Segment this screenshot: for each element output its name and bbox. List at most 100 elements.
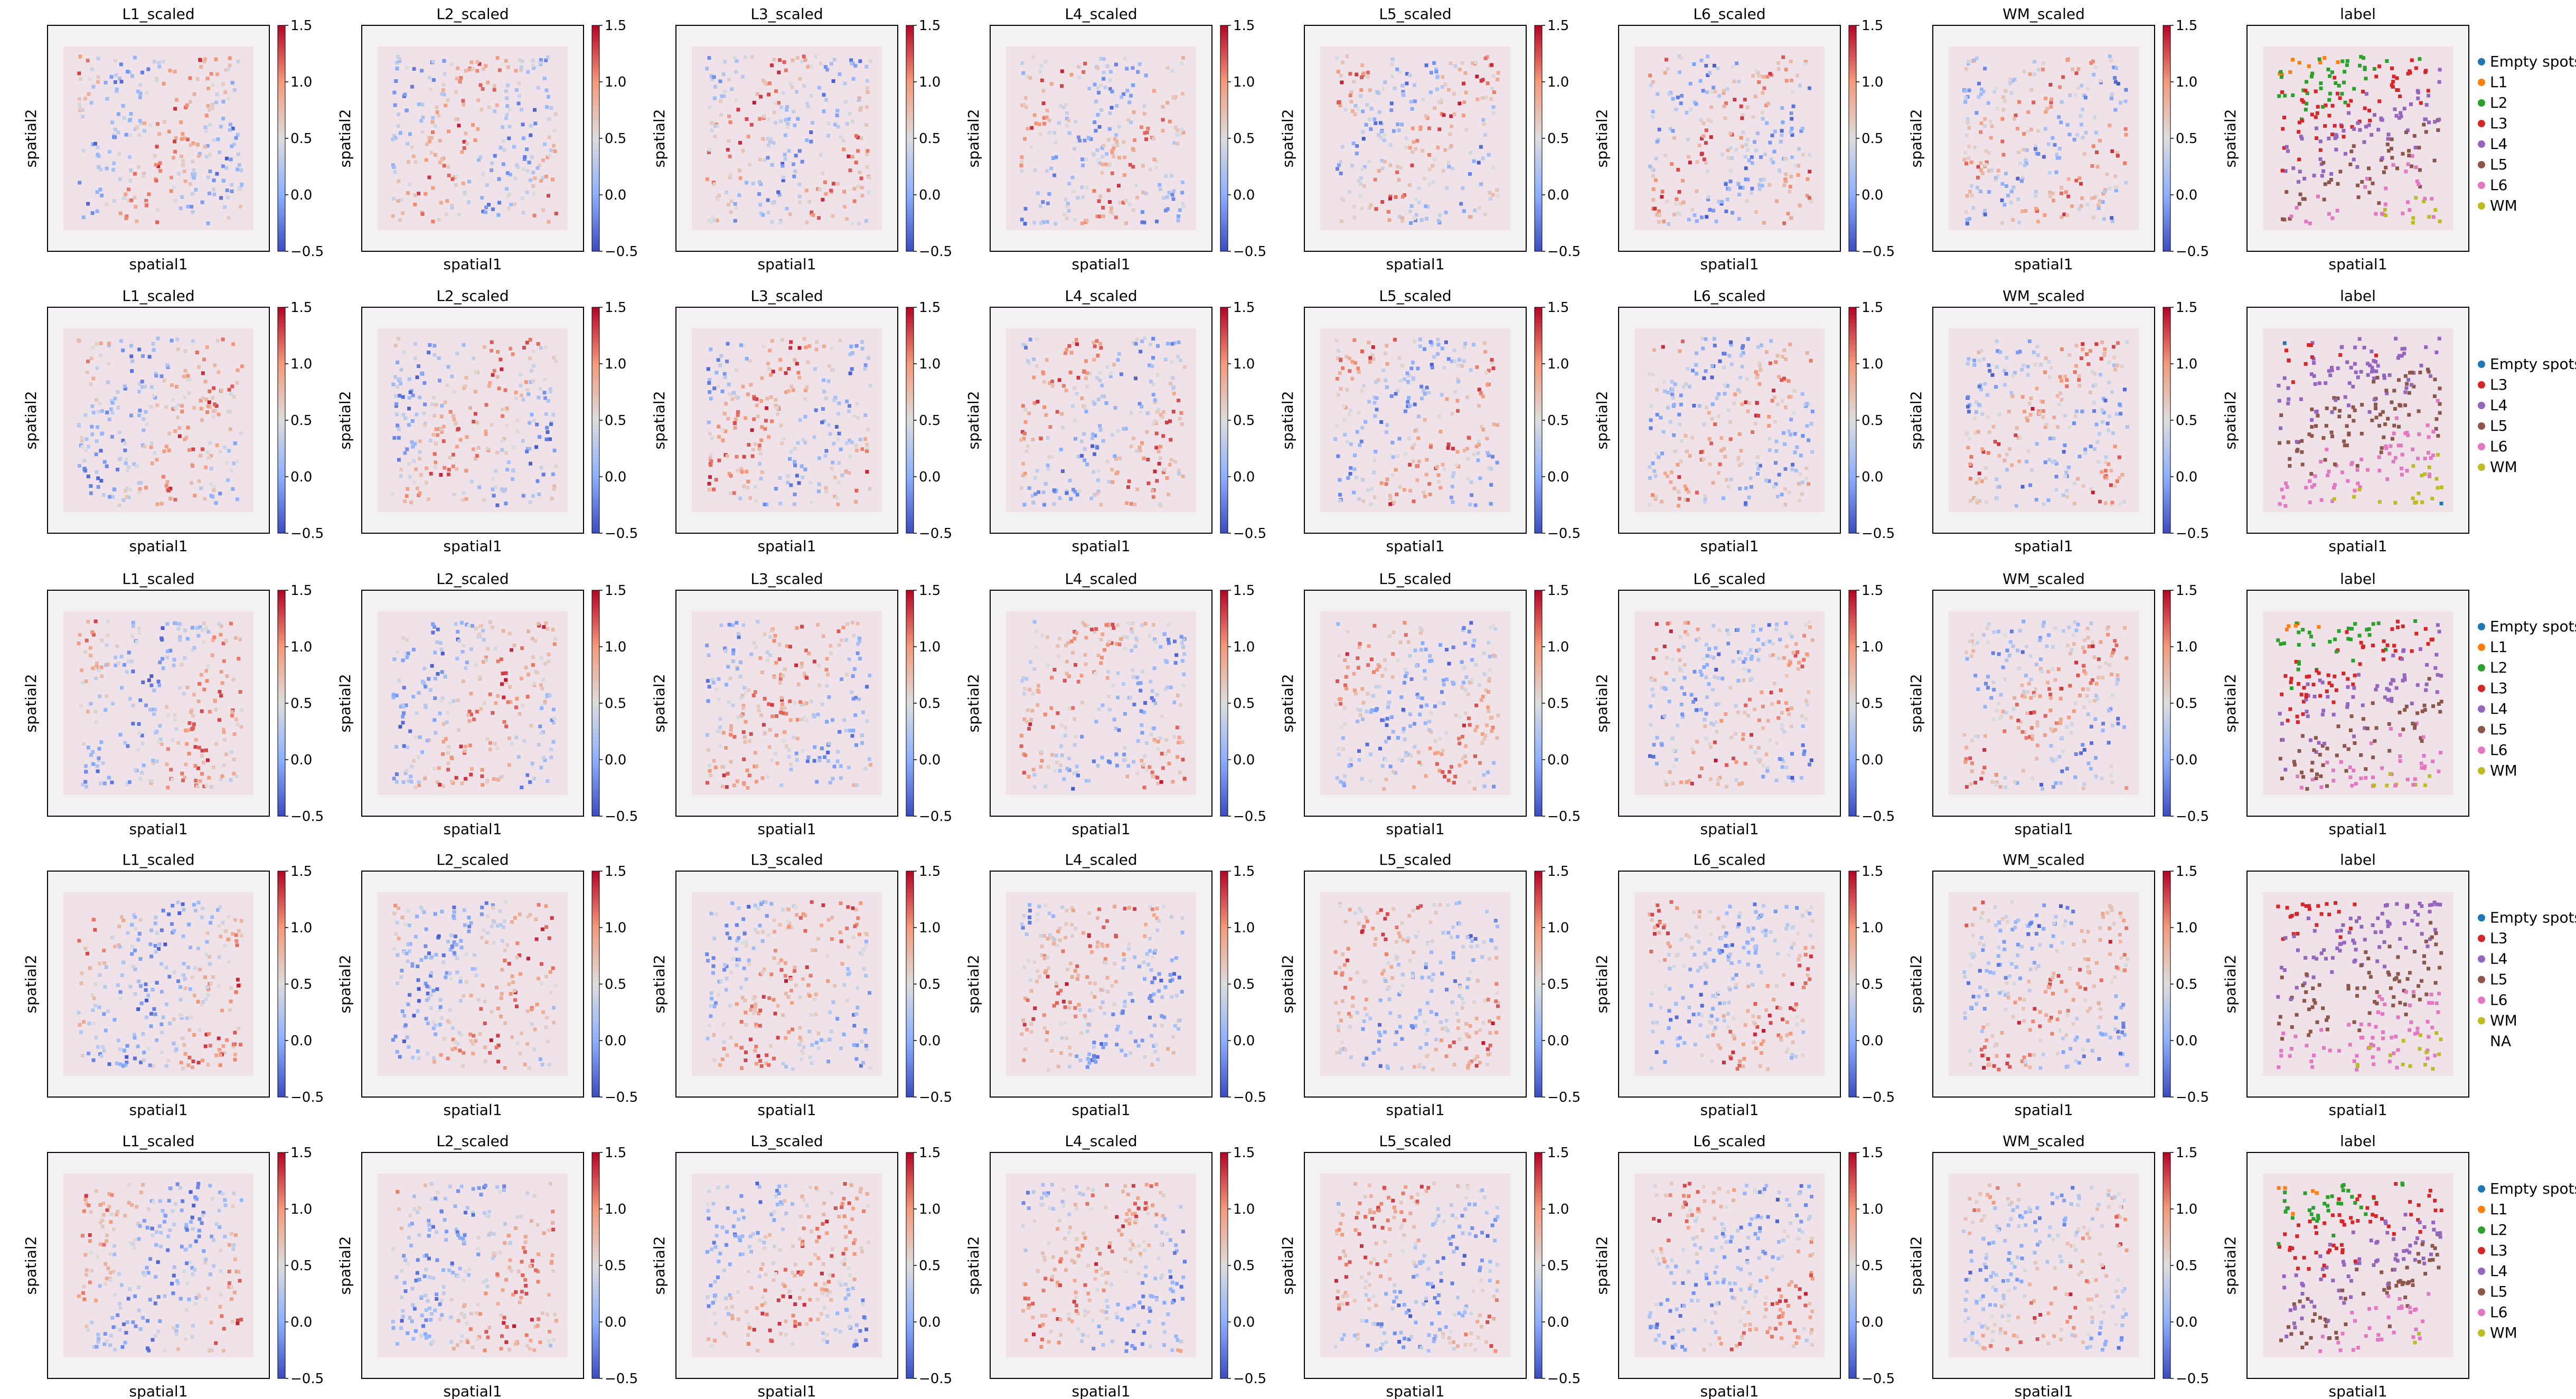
spot [110, 1193, 114, 1197]
tissue-region [1006, 46, 1196, 230]
spot [89, 382, 93, 386]
spot [433, 465, 437, 469]
spot [107, 342, 111, 346]
spot [417, 987, 421, 991]
spot [126, 1297, 130, 1301]
spot [189, 1015, 193, 1019]
spot [202, 59, 206, 63]
spot [137, 1285, 141, 1289]
spot [465, 660, 469, 665]
spot [449, 62, 454, 67]
spot [815, 1188, 820, 1193]
spot [505, 943, 510, 947]
spot [206, 404, 210, 409]
spot [446, 165, 450, 169]
spot [82, 742, 86, 746]
spot [847, 945, 851, 949]
spot [458, 438, 463, 442]
spot [1129, 411, 1133, 415]
spot [753, 751, 757, 755]
spot [718, 744, 722, 749]
spot [798, 1272, 803, 1277]
spot [1041, 220, 1045, 224]
spot [1023, 137, 1027, 141]
spot [123, 386, 127, 391]
spot [403, 1289, 408, 1293]
spot [130, 944, 135, 949]
spot [1041, 200, 1045, 204]
spot [511, 477, 514, 481]
spot [784, 1319, 788, 1324]
colorbar-tick-label: 0.0 [919, 187, 941, 203]
spot [456, 66, 460, 70]
spot [836, 125, 840, 129]
spot [730, 87, 734, 91]
spot [192, 994, 196, 998]
spot [209, 1272, 212, 1277]
spot [467, 719, 472, 723]
spot [540, 687, 544, 691]
spot [854, 134, 858, 138]
spot [410, 962, 415, 966]
spot [396, 385, 399, 389]
spot [191, 141, 195, 145]
spot [825, 684, 829, 688]
spot [167, 488, 171, 493]
spot [814, 347, 819, 352]
spot-cloud [391, 55, 558, 224]
spot [495, 746, 500, 750]
spot [746, 135, 750, 139]
spot [507, 736, 511, 740]
spot [180, 195, 184, 199]
spot [503, 388, 507, 392]
spot [1095, 339, 1099, 343]
spot [763, 731, 767, 735]
spot [1045, 109, 1049, 112]
spot [155, 145, 159, 149]
spot [172, 658, 176, 661]
spot [849, 1183, 853, 1187]
spot [102, 1012, 106, 1016]
spot [1047, 192, 1051, 196]
spot [178, 997, 183, 1001]
spot [851, 783, 855, 787]
spot [835, 109, 840, 113]
spot [104, 1282, 108, 1286]
spot [804, 701, 808, 705]
spot [1084, 359, 1088, 363]
spot [777, 101, 781, 105]
spot [745, 117, 749, 121]
spot [856, 416, 860, 420]
spot [817, 759, 822, 763]
spot [527, 1066, 531, 1070]
spot [117, 503, 121, 507]
spot [1136, 739, 1140, 743]
spot [707, 653, 711, 657]
spot [709, 1283, 713, 1288]
spot [536, 1324, 540, 1328]
spot [795, 758, 799, 762]
spot [112, 487, 117, 491]
spot [452, 493, 456, 497]
spot [707, 1304, 711, 1308]
spot [157, 942, 162, 947]
spot [546, 430, 550, 434]
spot [746, 486, 750, 490]
spot [825, 1220, 829, 1224]
colorbar-tick-label: 1.5 [290, 583, 312, 599]
spot [791, 58, 795, 62]
spot [518, 1052, 522, 1056]
spot [236, 60, 240, 64]
spot [407, 423, 411, 427]
spot [401, 636, 405, 640]
spot [90, 1269, 94, 1273]
spot [161, 666, 165, 670]
spot [1080, 701, 1084, 705]
spot [551, 472, 555, 476]
spot [515, 696, 519, 701]
x-axis-label: spatial1 [129, 256, 187, 273]
spot [1020, 679, 1024, 683]
spot [152, 348, 156, 352]
spot [1167, 191, 1171, 195]
spot [783, 730, 787, 734]
